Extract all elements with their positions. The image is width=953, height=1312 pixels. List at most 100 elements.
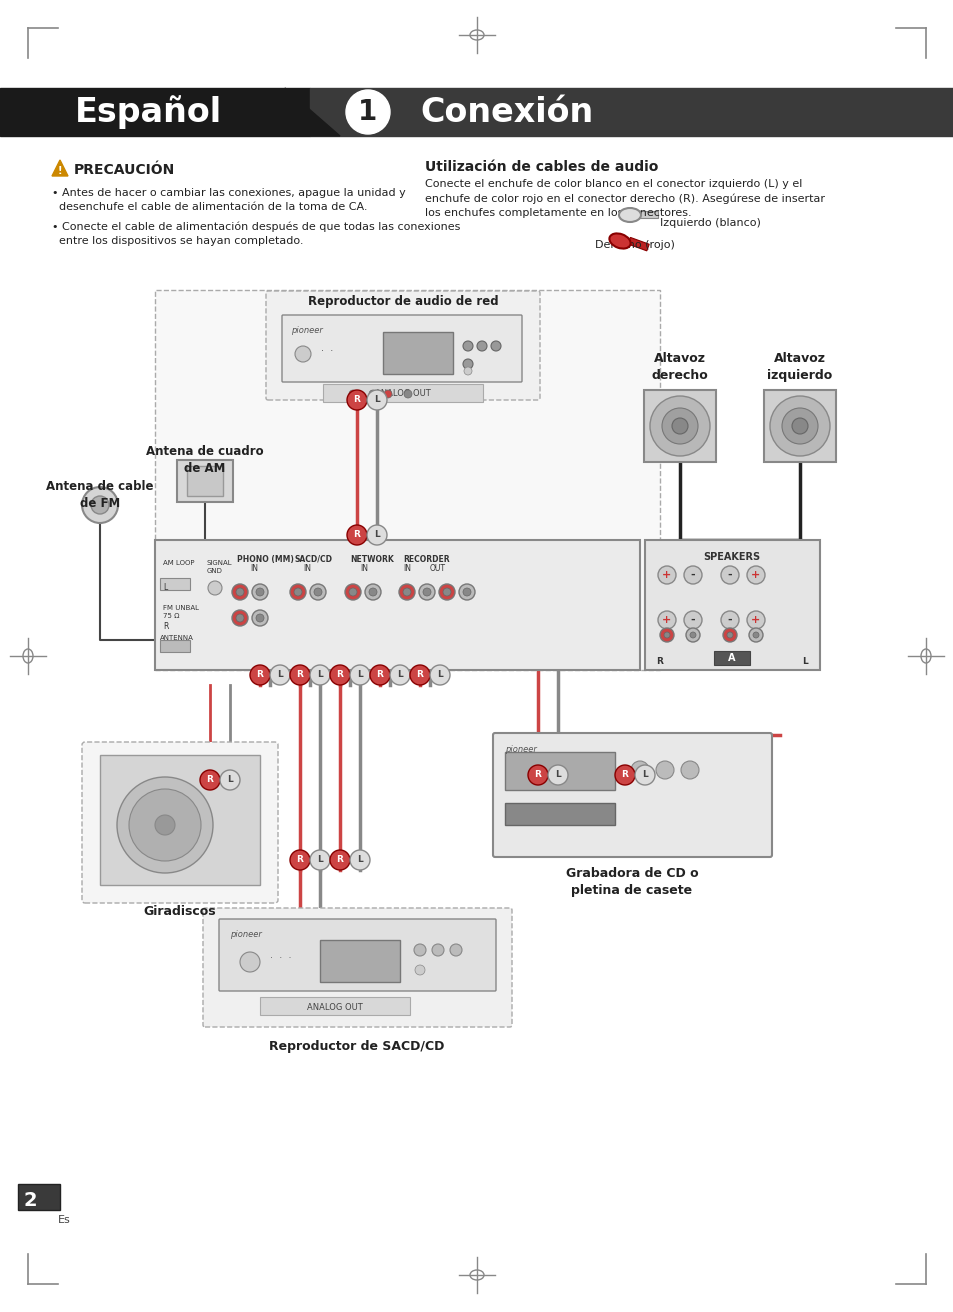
Circle shape (350, 665, 370, 685)
Text: R: R (163, 622, 168, 631)
Bar (638, 211, 658, 218)
Text: +: + (661, 569, 671, 580)
Text: R: R (256, 670, 263, 680)
Circle shape (349, 390, 356, 398)
Circle shape (748, 628, 762, 642)
Bar (310, 88, 953, 136)
Text: AM LOOP: AM LOOP (163, 560, 194, 565)
Text: Grabadora de CD o
pletina de casete: Grabadora de CD o pletina de casete (565, 867, 698, 897)
Circle shape (458, 584, 475, 600)
Circle shape (720, 611, 739, 628)
Circle shape (330, 665, 350, 685)
Circle shape (235, 614, 244, 622)
Text: OUT: OUT (430, 564, 446, 573)
Text: Altavoz
izquierdo: Altavoz izquierdo (766, 352, 832, 382)
Text: L: L (396, 670, 402, 680)
Text: NETWORK: NETWORK (350, 555, 394, 564)
Circle shape (410, 665, 430, 685)
Circle shape (769, 396, 829, 457)
Circle shape (347, 525, 367, 544)
Text: ANALOG OUT: ANALOG OUT (375, 390, 431, 399)
FancyBboxPatch shape (493, 733, 771, 857)
Text: R: R (534, 770, 541, 779)
Text: L: L (641, 770, 647, 779)
Text: ·  ·  ·: · · · (270, 953, 292, 963)
Bar (18, 1183, 60, 1210)
Bar (644, 541, 820, 670)
Text: +: + (751, 615, 760, 625)
Circle shape (781, 408, 817, 443)
Circle shape (418, 584, 435, 600)
Circle shape (255, 614, 264, 622)
Text: PHONO (MM): PHONO (MM) (236, 555, 294, 564)
Text: Reproductor de audio de red: Reproductor de audio de red (308, 295, 497, 308)
Circle shape (491, 341, 500, 352)
Text: SIGNAL: SIGNAL (207, 560, 233, 565)
Text: Antena de cuadro
de AM: Antena de cuadro de AM (146, 445, 264, 475)
Text: R: R (354, 395, 360, 404)
Text: R: R (336, 670, 343, 680)
Ellipse shape (618, 209, 640, 222)
Circle shape (390, 665, 410, 685)
Bar (260, 997, 410, 1015)
Circle shape (649, 396, 709, 457)
Circle shape (367, 390, 387, 409)
Circle shape (432, 945, 443, 956)
Text: R: R (296, 855, 303, 865)
Text: -: - (690, 569, 695, 580)
Circle shape (720, 565, 739, 584)
Text: +: + (661, 615, 671, 625)
Bar (504, 803, 615, 825)
Circle shape (232, 584, 248, 600)
Text: pioneer: pioneer (504, 745, 537, 754)
Circle shape (290, 665, 310, 685)
Bar (713, 651, 749, 665)
Text: !: ! (58, 167, 62, 176)
Circle shape (384, 390, 392, 398)
FancyBboxPatch shape (82, 743, 277, 903)
Circle shape (294, 346, 311, 362)
Circle shape (656, 761, 673, 779)
Text: IN: IN (402, 564, 411, 573)
Circle shape (398, 584, 415, 600)
Circle shape (82, 487, 118, 523)
Circle shape (220, 770, 240, 790)
Circle shape (403, 390, 412, 398)
Text: L: L (356, 670, 362, 680)
Circle shape (369, 588, 376, 596)
Text: Español: Español (74, 94, 221, 129)
Circle shape (615, 765, 635, 785)
Circle shape (663, 632, 669, 638)
Text: L: L (227, 775, 233, 785)
Circle shape (630, 761, 648, 779)
Circle shape (250, 665, 270, 685)
Circle shape (314, 588, 322, 596)
Circle shape (683, 611, 701, 628)
Text: L: L (555, 770, 560, 779)
Text: 2: 2 (23, 1190, 37, 1210)
Bar (160, 640, 190, 652)
Circle shape (365, 584, 380, 600)
Bar (154, 541, 639, 670)
Circle shape (726, 632, 732, 638)
Text: +: + (751, 569, 760, 580)
Text: ANALOG OUT: ANALOG OUT (307, 1002, 362, 1012)
Text: SPEAKERS: SPEAKERS (702, 552, 760, 562)
Circle shape (462, 588, 471, 596)
Text: L: L (374, 395, 379, 404)
Circle shape (680, 761, 699, 779)
Circle shape (294, 588, 302, 596)
Text: PRECAUCIÓN: PRECAUCIÓN (74, 163, 175, 177)
Circle shape (255, 588, 264, 596)
Text: pioneer: pioneer (291, 325, 322, 335)
Text: L: L (436, 670, 442, 680)
Text: ANTENNA: ANTENNA (160, 635, 193, 642)
Circle shape (369, 390, 376, 398)
Text: A: A (727, 653, 735, 663)
Text: Derecho (rojo): Derecho (rojo) (595, 240, 674, 251)
Circle shape (415, 966, 424, 975)
Text: Antena de cable
de FM: Antena de cable de FM (46, 480, 153, 510)
Circle shape (91, 496, 109, 514)
Circle shape (252, 584, 268, 600)
Circle shape (476, 341, 486, 352)
